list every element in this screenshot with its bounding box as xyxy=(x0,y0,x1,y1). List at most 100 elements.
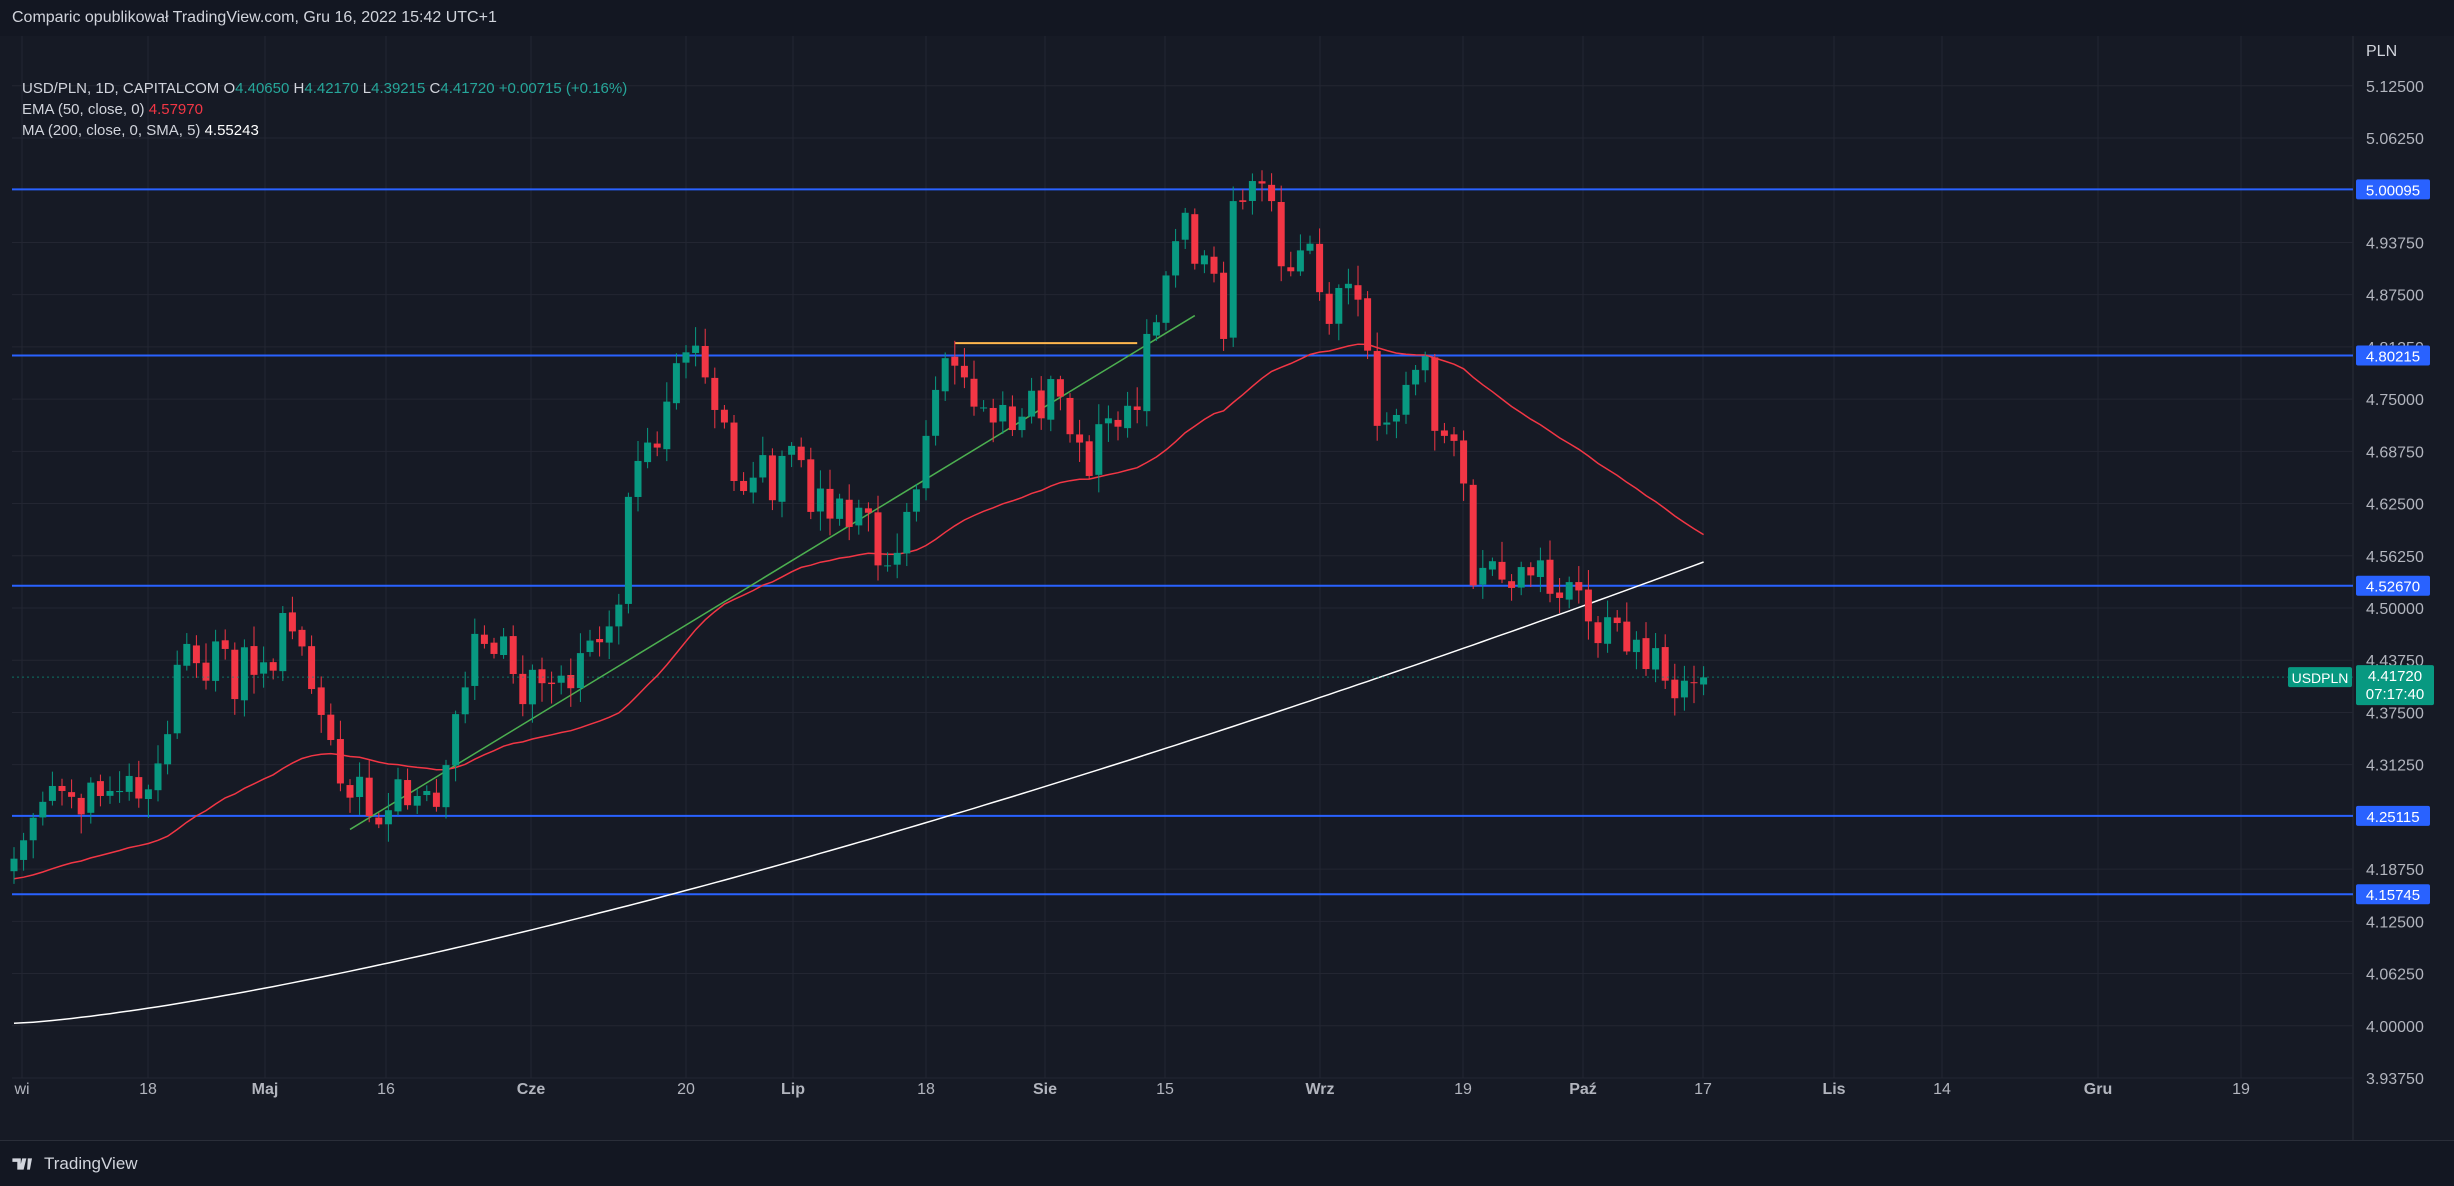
legend-ema-row[interactable]: EMA (50, close, 0) 4.57970 xyxy=(22,99,627,120)
last-price-tag xyxy=(2356,665,2434,706)
candle xyxy=(1392,408,1400,439)
candle xyxy=(528,664,536,723)
candle-body xyxy=(864,508,872,513)
y-tick-label: 4.06250 xyxy=(2366,967,2424,984)
candle-body xyxy=(1642,638,1650,669)
candle-body xyxy=(1575,582,1583,591)
candle-body xyxy=(1661,647,1669,681)
candle xyxy=(980,400,988,412)
candle xyxy=(1604,600,1612,653)
candle xyxy=(413,788,421,814)
y-tick-label: 4.00000 xyxy=(2366,1019,2424,1036)
candle xyxy=(1556,578,1564,614)
candle xyxy=(1085,435,1093,480)
level-price-text: 4.52670 xyxy=(2366,579,2420,596)
candle-body xyxy=(480,634,488,644)
level-price-text: 4.80215 xyxy=(2366,349,2420,366)
candle-body xyxy=(1104,418,1112,424)
candle-body xyxy=(1316,243,1324,293)
candle xyxy=(384,792,392,842)
candle xyxy=(797,437,805,468)
candle xyxy=(20,832,28,871)
candle-body xyxy=(1056,379,1064,397)
candle-body xyxy=(1623,621,1631,652)
y-tick-label: 5.12500 xyxy=(2366,79,2424,96)
candle-body xyxy=(557,675,565,683)
candle xyxy=(1268,173,1276,212)
candle xyxy=(1114,411,1122,441)
candle xyxy=(1584,570,1592,640)
candle-body xyxy=(1191,214,1199,264)
candle-body xyxy=(538,669,546,684)
candle xyxy=(1594,616,1602,658)
candle-body xyxy=(1114,419,1122,427)
candle xyxy=(1210,246,1218,283)
candle xyxy=(77,793,85,834)
tradingview-brand[interactable]: TradingView xyxy=(12,1154,138,1174)
candle xyxy=(298,626,306,656)
candle-body xyxy=(768,455,776,501)
candle-body xyxy=(980,407,988,409)
candle-body xyxy=(1402,384,1410,415)
candle xyxy=(490,637,498,659)
candle xyxy=(240,639,248,717)
legend-open-value: 4.40650 xyxy=(235,80,290,97)
candle-body xyxy=(298,629,306,647)
candle-body xyxy=(1584,589,1592,622)
candle xyxy=(87,777,95,824)
legend-close-value: 4.41720 xyxy=(440,80,495,97)
candle xyxy=(903,502,911,567)
level-price-tag xyxy=(2356,805,2430,826)
bottom-bar: TradingView xyxy=(0,1140,2454,1186)
candle xyxy=(1469,479,1477,589)
candle xyxy=(461,671,469,724)
legend-open-label: O xyxy=(223,80,236,97)
price-axis-unit: PLN xyxy=(2366,43,2397,60)
candle-body xyxy=(1604,617,1612,644)
candle xyxy=(663,382,671,462)
candle xyxy=(1047,375,1055,432)
candle xyxy=(864,502,872,532)
candle xyxy=(509,625,517,684)
chart-area[interactable]: PLN5.125005.062504.937504.875004.812504.… xyxy=(0,36,2454,1140)
candle-body xyxy=(528,669,536,705)
candle xyxy=(1066,393,1074,443)
candle xyxy=(336,720,344,792)
candle xyxy=(432,778,440,812)
candle-body xyxy=(989,407,997,423)
candle xyxy=(605,610,613,660)
candlestick-chart[interactable]: PLN5.125005.062504.937504.875004.812504.… xyxy=(0,36,2454,1140)
y-tick-label: 4.12500 xyxy=(2366,914,2424,931)
candle-body xyxy=(452,714,460,766)
y-tick-label: 4.93750 xyxy=(2366,235,2424,252)
candle-body xyxy=(423,790,431,796)
legend-symbol: USD/PLN, 1D, CAPITALCOM xyxy=(22,80,220,97)
candle-body xyxy=(1287,267,1295,272)
candle xyxy=(317,676,325,733)
candle xyxy=(192,635,200,678)
candle xyxy=(231,642,239,715)
candle xyxy=(624,492,632,614)
candle xyxy=(932,376,940,446)
candle-body xyxy=(10,858,18,872)
candle xyxy=(1229,186,1237,347)
candle xyxy=(1296,234,1304,276)
candle xyxy=(1680,665,1688,711)
candle xyxy=(288,596,296,640)
candle-body xyxy=(192,645,200,664)
candle xyxy=(1076,419,1084,462)
candle xyxy=(740,472,748,495)
candle-body xyxy=(730,422,738,481)
candle-body xyxy=(500,636,508,656)
x-tick-label: 16 xyxy=(377,1081,395,1098)
candle xyxy=(816,470,824,531)
candle-body xyxy=(1431,357,1439,431)
y-tick-label: 4.62500 xyxy=(2366,497,2424,514)
candle xyxy=(1373,332,1381,441)
candle-body xyxy=(682,352,690,363)
candle-body xyxy=(1690,682,1698,684)
legend-ma-row[interactable]: MA (200, close, 0, SMA, 5) 4.55243 xyxy=(22,120,627,141)
candle xyxy=(1671,663,1679,716)
candle-body xyxy=(308,646,316,690)
x-tick-label: Lis xyxy=(1822,1081,1845,1098)
